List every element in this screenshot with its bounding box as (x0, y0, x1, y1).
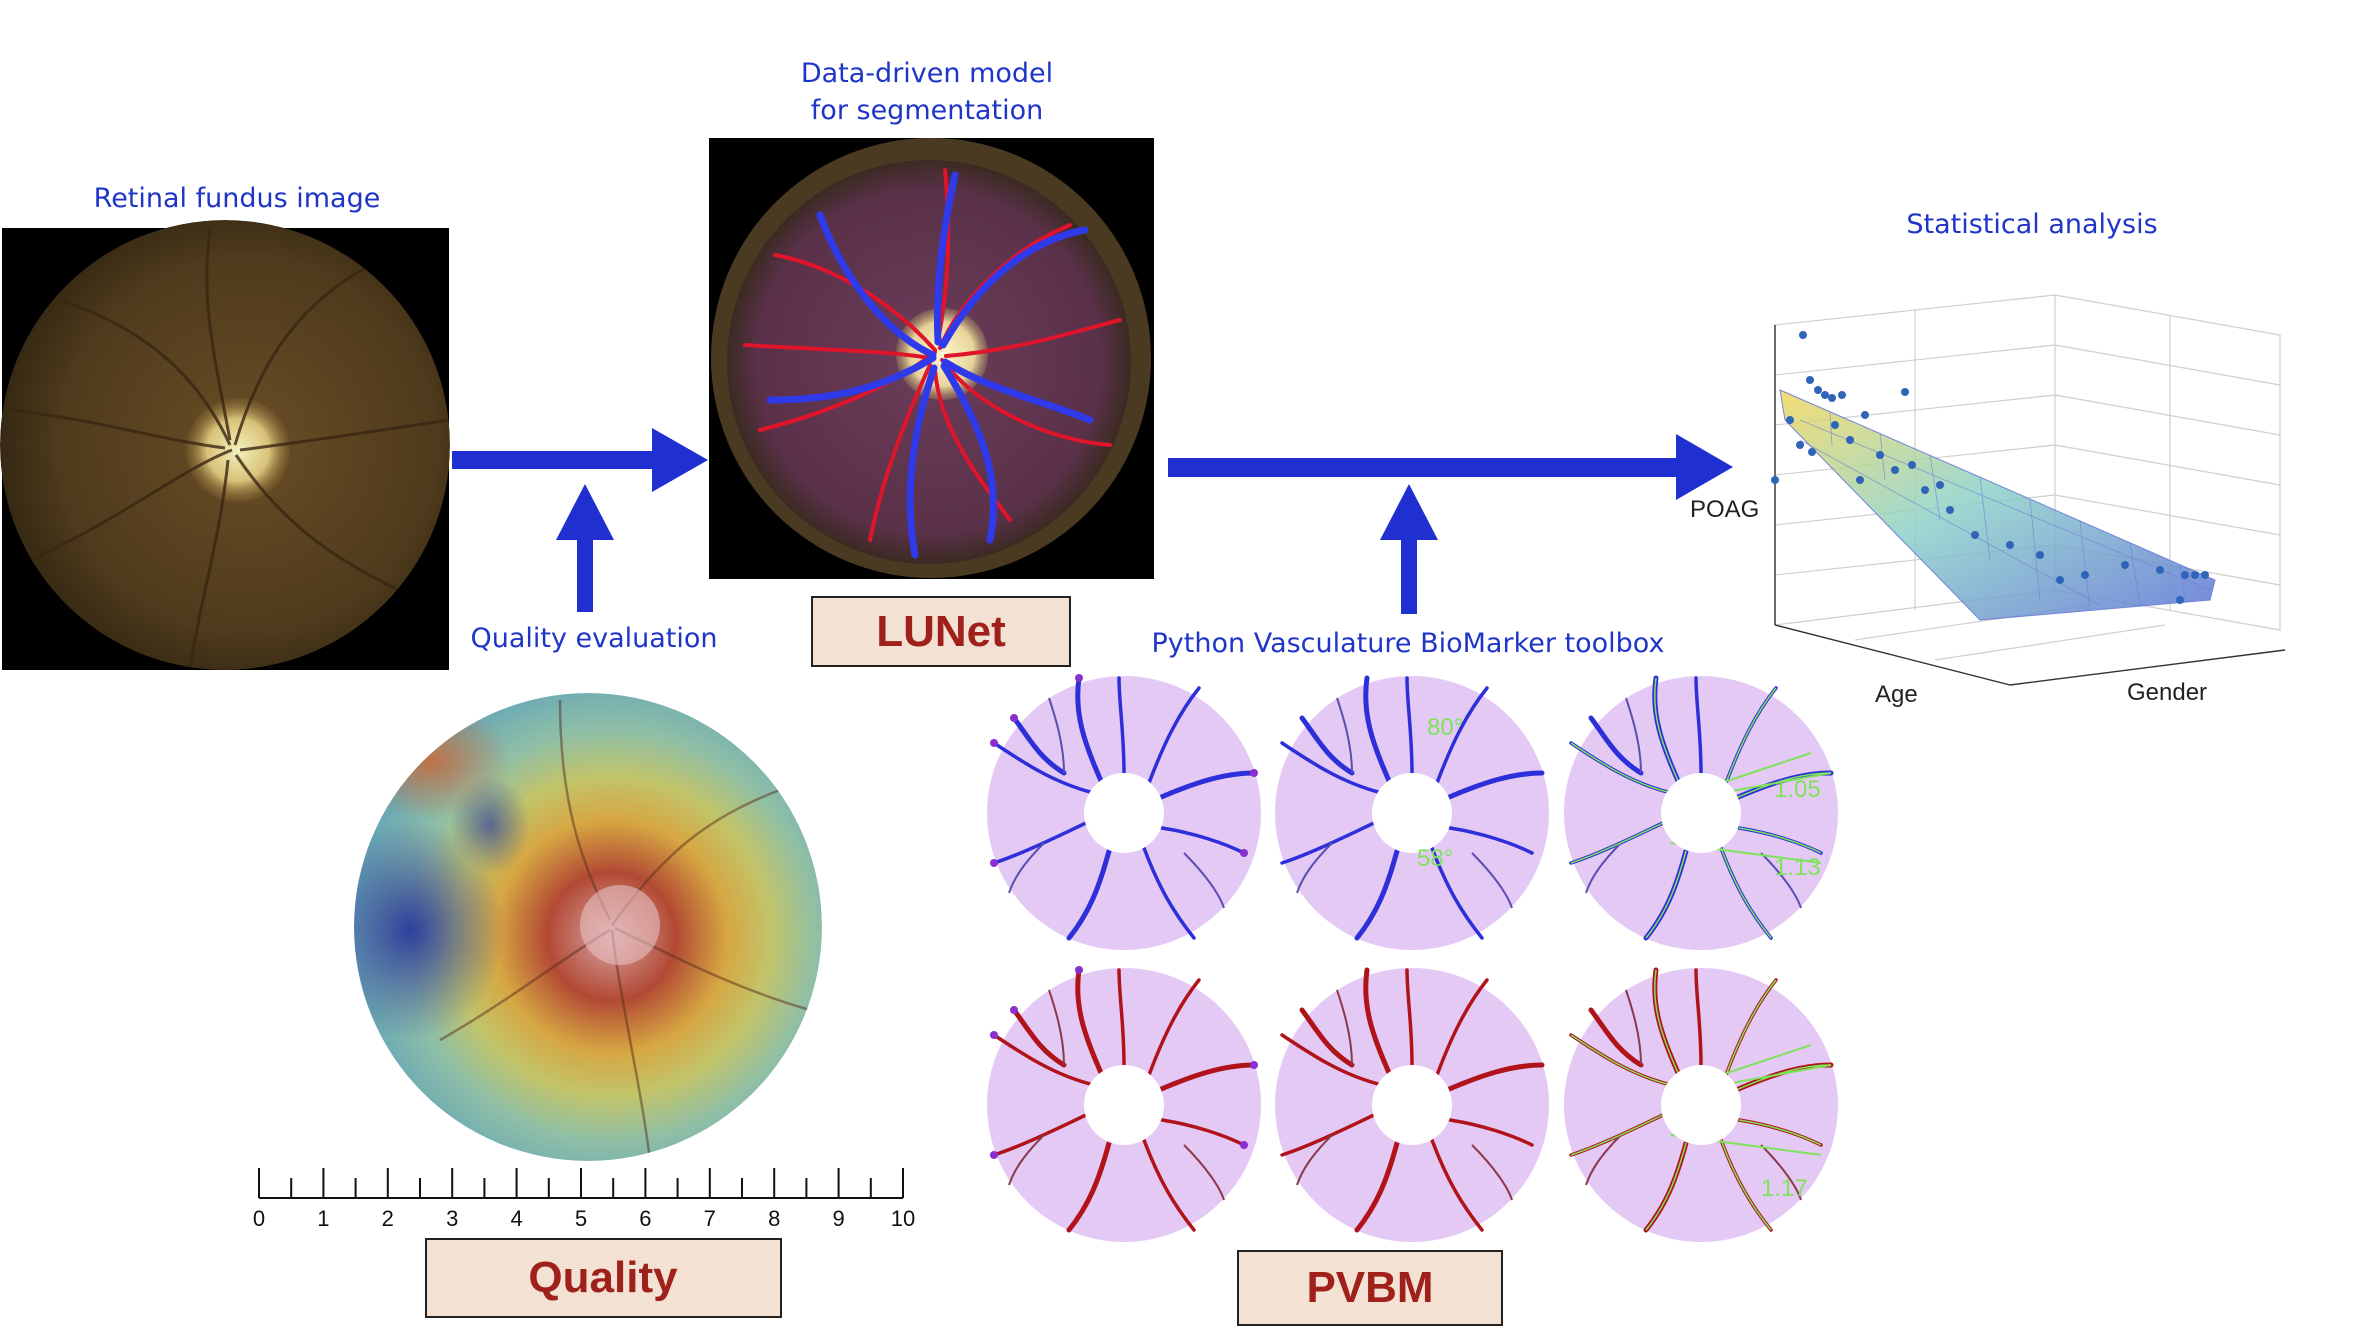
scale-tick-label: 7 (704, 1206, 716, 1231)
stats-x-label: Age (1875, 681, 1918, 708)
lunet-box: LUNet (811, 596, 1071, 667)
arrow-quality-up (556, 484, 614, 612)
pvbm-disk (1564, 967, 1838, 1242)
scale-tick-label: 9 (832, 1206, 844, 1231)
ratio-label-top-1: 1.05 (1774, 776, 1821, 803)
stats-caption: Statistical analysis (1906, 209, 2157, 240)
lunet-label: LUNet (876, 607, 1006, 656)
toolbox-caption: Python Vasculature BioMarker toolbox (1152, 628, 1665, 659)
scale-tick-label: 3 (446, 1206, 458, 1231)
ratio-label-top-2: 1.13 (1774, 854, 1821, 881)
scale-tick-label: 0 (253, 1206, 265, 1231)
quality-box: Quality (425, 1238, 782, 1318)
arrow-pvbm-up (1380, 484, 1438, 614)
pvbm-box: PVBM (1237, 1250, 1503, 1326)
quality-heatmap (354, 693, 822, 1161)
stats-3d-plot: POAG Age Gender (1690, 294, 2286, 708)
fundus-caption: Retinal fundus image (94, 183, 381, 214)
fundus-image (0, 220, 450, 670)
scale-tick-label: 4 (510, 1206, 522, 1231)
stats-scatter-points (1771, 331, 2209, 604)
quality-label: Quality (528, 1253, 678, 1302)
angle-label-bottom: 58° (1417, 845, 1453, 872)
stats-z-label: POAG (1690, 496, 1759, 523)
pvbm-disk (987, 674, 1261, 950)
pvbm-measurement-labels: 80° 58° 1.05 1.13 1.17 (1417, 714, 1821, 1202)
segmentation-image (709, 138, 1154, 579)
arrow-to-segmentation (452, 428, 708, 492)
scale-tick-label: 10 (891, 1206, 915, 1231)
pvbm-disks (987, 674, 1838, 1242)
pvbm-disk (1275, 675, 1549, 950)
quality-eval-caption: Quality evaluation (470, 623, 717, 654)
stats-y-label: Gender (2127, 679, 2207, 706)
scale-ticks: 0 1 2 3 4 5 6 7 8 9 10 (253, 1168, 915, 1231)
arrow-to-statistics (1168, 434, 1733, 500)
pvbm-label: PVBM (1306, 1263, 1433, 1312)
pvbm-disk (1564, 675, 1838, 950)
pvbm-disk (1275, 967, 1549, 1242)
model-caption-line1: Data-driven model (801, 58, 1053, 89)
scale-tick-label: 1 (317, 1206, 329, 1231)
scale-tick-label: 8 (768, 1206, 780, 1231)
scale-tick-label: 2 (382, 1206, 394, 1231)
ratio-label-bottom: 1.17 (1761, 1175, 1808, 1202)
angle-label-top: 80° (1427, 714, 1463, 741)
model-caption-line2: for segmentation (811, 95, 1043, 126)
scale-tick-label: 6 (639, 1206, 651, 1231)
scale-tick-label: 5 (575, 1206, 587, 1231)
pvbm-disk (987, 966, 1261, 1242)
